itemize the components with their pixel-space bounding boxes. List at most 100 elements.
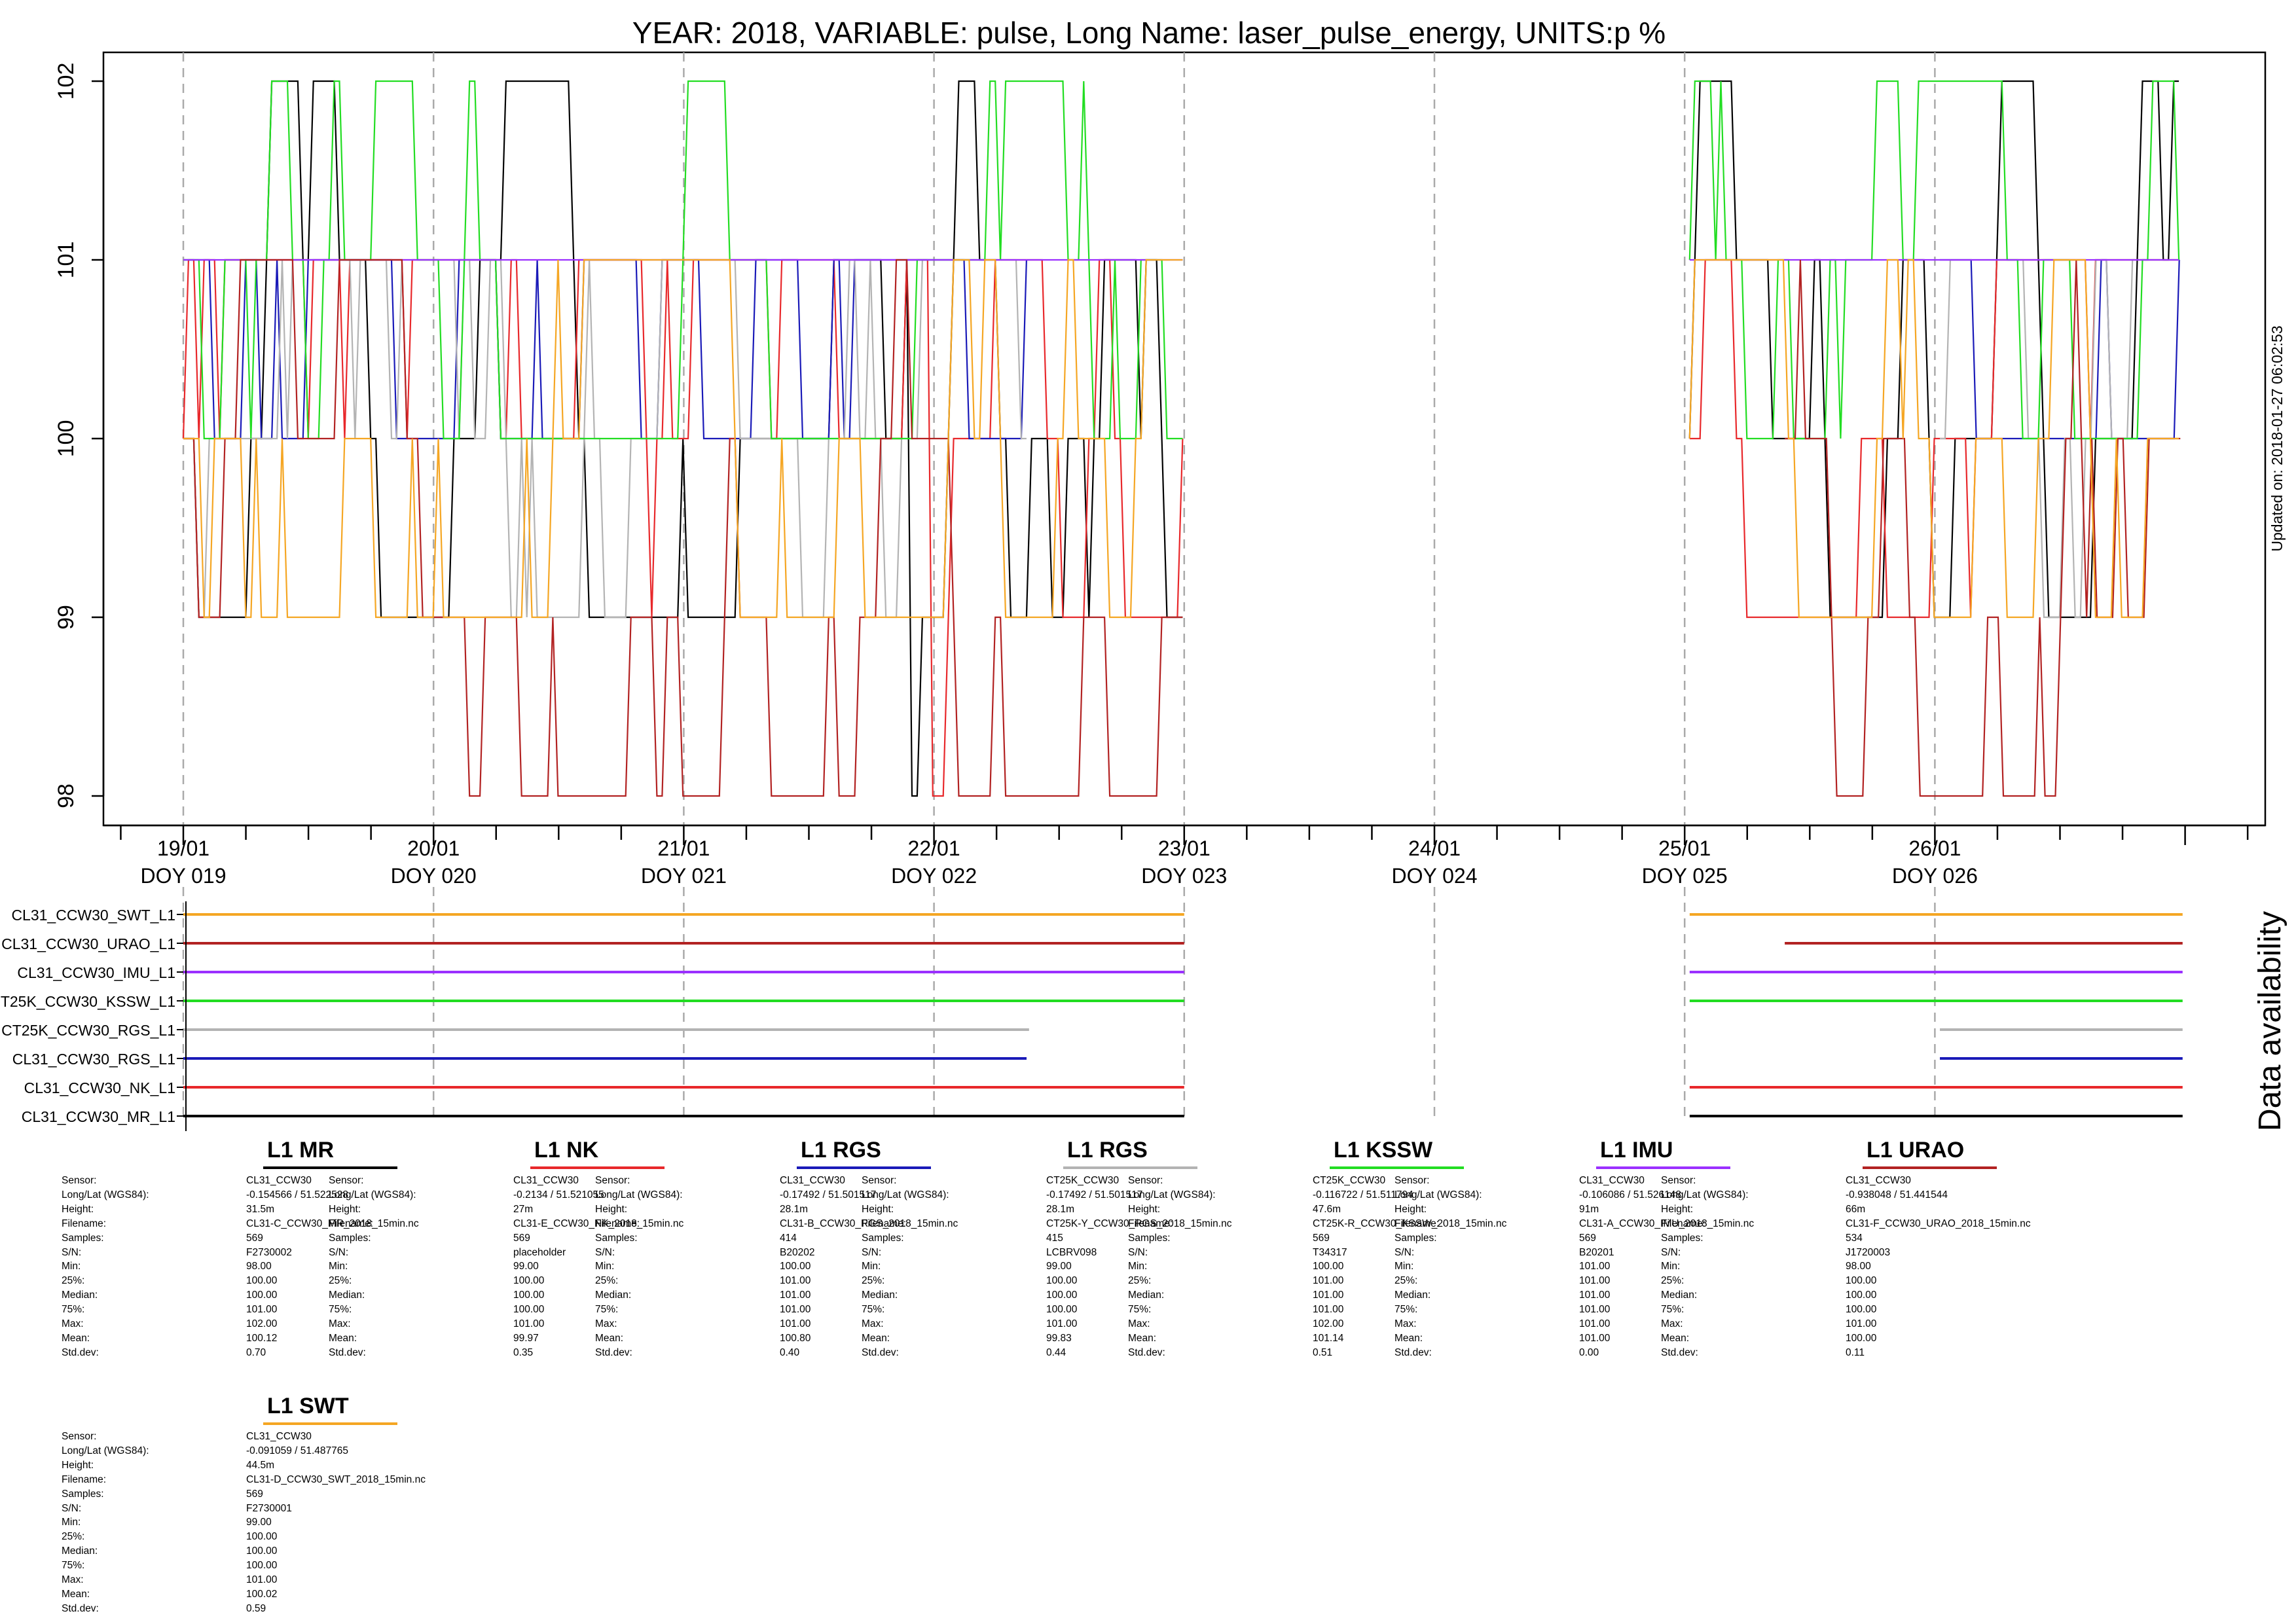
stats-block: L1 RGS Sensor: CT25K_CCW30 Long/Lat (WGS84)…: [862, 1138, 1231, 1358]
stats-value: CL31_CCW30: [1846, 1175, 1911, 1186]
stats-label: Mean:: [1394, 1332, 1423, 1344]
stats-label: Height:: [595, 1203, 628, 1215]
stats-color-bar: [797, 1166, 931, 1169]
stats-value: 101.00: [246, 1574, 278, 1585]
stats-label: Std.dev:: [862, 1346, 899, 1358]
stats-color-bar: [263, 1422, 397, 1425]
stats-value: -0.938048 / 51.441544: [1846, 1189, 1948, 1200]
stats-color-bar: [1863, 1166, 1997, 1169]
stats-value: CL31_CCW30: [246, 1431, 312, 1442]
stats-value: 0.44: [1046, 1346, 1066, 1358]
stats-label: S/N:: [595, 1246, 615, 1258]
stats-value: 100.00: [513, 1290, 545, 1301]
stats-label: Min:: [1661, 1261, 1681, 1272]
stats-label: Min:: [329, 1261, 348, 1272]
stats-label: Std.dev:: [1661, 1346, 1698, 1358]
stats-value: CL31_CCW30: [246, 1175, 312, 1186]
stats-value: 102.00: [246, 1318, 278, 1329]
stats-label: Sensor:: [1394, 1175, 1430, 1186]
stats-value: placeholder: [513, 1246, 566, 1258]
stats-label: Filename:: [1128, 1218, 1173, 1229]
stats-label: Mean:: [329, 1332, 357, 1344]
stats-value: 101.00: [1579, 1332, 1611, 1344]
stats-value: CL31-B_CCW30_RGS_2018_15min.nc: [780, 1218, 958, 1229]
stats-heading: L1 RGS: [595, 1138, 931, 1169]
x-doy-label: DOY 022: [891, 864, 977, 888]
stats-value: T34317: [1313, 1246, 1347, 1258]
stats-label: Max:: [329, 1318, 351, 1329]
stats-value: 0.70: [246, 1346, 266, 1358]
x-date-label: 26/01: [1908, 837, 1961, 860]
stats-label: Median:: [862, 1290, 898, 1301]
stats-title: L1 URAO: [1867, 1138, 1965, 1163]
stats-value: 101.00: [780, 1290, 811, 1301]
stats-heading: L1 SWT: [62, 1394, 397, 1425]
stats-value: B20201: [1579, 1246, 1614, 1258]
stats-label: 75%:: [62, 1560, 85, 1572]
availability-row-label: CL31_CCW30_IMU_L1: [17, 964, 175, 981]
updated-timestamp: Updated on: 2018-01-27 06:02:53: [2269, 325, 2286, 551]
x-date-label: 21/01: [657, 837, 710, 860]
stats-title: L1 IMU: [1600, 1138, 1673, 1163]
stats-value: 100.00: [246, 1560, 278, 1572]
stats-label: 25%:: [62, 1275, 85, 1287]
stats-block: L1 IMU Sensor: CL31_CCW30 Long/Lat (WGS84):…: [1394, 1138, 1754, 1358]
stats-value: 99.00: [513, 1261, 539, 1272]
stats-label: Max:: [62, 1318, 84, 1329]
stats-value: 569: [246, 1488, 263, 1500]
y-tick-label: 101: [54, 242, 79, 279]
stats-color-bar: [530, 1166, 665, 1169]
stats-value: -0.2134 / 51.521055: [513, 1189, 604, 1200]
stats-value: -0.091059 / 51.487765: [246, 1445, 348, 1456]
stats-label: Sensor:: [62, 1431, 97, 1442]
stats-value: CT25K-Y_CCW30_RGS_2018_15min.nc: [1046, 1218, 1232, 1229]
stats-value: 47.6m: [1313, 1203, 1341, 1215]
stats-value: 100.80: [780, 1332, 811, 1344]
stats-label: 75%:: [1394, 1304, 1418, 1316]
stats-label: 25%:: [1661, 1275, 1685, 1287]
series-line-swt: [1688, 259, 2179, 619]
day-gridlines: [182, 52, 1936, 1121]
x-date-label: 19/01: [157, 837, 210, 860]
chart-title: YEAR: 2018, VARIABLE: pulse, Long Name: …: [632, 16, 1666, 50]
stats-value: CT25K-R_CCW30_KSSW_2018_15min.nc: [1313, 1218, 1507, 1229]
stats-value: 569: [513, 1232, 530, 1244]
stats-heading: L1 RGS: [862, 1138, 1197, 1169]
stats-label: Sensor:: [1128, 1175, 1163, 1186]
stats-label: Filename:: [62, 1473, 107, 1485]
stats-label: Samples:: [595, 1232, 638, 1244]
stats-label: Min:: [1394, 1261, 1414, 1272]
series-line-rgsb: [183, 259, 1027, 440]
stats-value: CL31-C_CCW30_MR_2018_15min.nc: [246, 1218, 419, 1229]
stats-label: Long/Lat (WGS84):: [62, 1189, 149, 1200]
stats-label: Median:: [62, 1290, 98, 1301]
stats-value: 0.35: [513, 1346, 534, 1358]
stats-value: 44.5m: [246, 1459, 275, 1471]
stats-value: 102.00: [1313, 1318, 1344, 1329]
stats-label: Max:: [1394, 1318, 1417, 1329]
stats-heading: L1 URAO: [1661, 1138, 1997, 1169]
stats-label: Mean:: [62, 1332, 90, 1344]
x-doy-label: DOY 026: [1892, 864, 1978, 888]
stats-label: Std.dev:: [1128, 1346, 1165, 1358]
stats-label: Height:: [329, 1203, 361, 1215]
stats-block: L1 MR Sensor: CL31_CCW30 Long/Lat (WGS84): -…: [62, 1138, 419, 1358]
stats-block: L1 NK Sensor: CL31_CCW30 Long/Lat (WGS84): -…: [329, 1138, 683, 1358]
stats-value: 100.00: [780, 1261, 811, 1272]
stats-value: 0.40: [780, 1346, 800, 1358]
stats-label: Samples:: [62, 1232, 104, 1244]
stats-label: Samples:: [329, 1232, 371, 1244]
stats-label: Max:: [1661, 1318, 1683, 1329]
x-doy-label: DOY 020: [391, 864, 477, 888]
stats-value: 101.00: [1579, 1304, 1611, 1316]
stats-label: Min:: [862, 1261, 881, 1272]
y-tick-label: 99: [54, 605, 79, 630]
stats-title: L1 RGS: [1067, 1138, 1148, 1163]
stats-label: Std.dev:: [1394, 1346, 1432, 1358]
stats-label: S/N:: [862, 1246, 882, 1258]
stats-value: 101.00: [780, 1275, 811, 1287]
stats-value: 101.00: [780, 1304, 811, 1316]
stats-value: -0.154566 / 51.522528: [246, 1189, 348, 1200]
stats-label: Sensor:: [595, 1175, 630, 1186]
stats-label: Samples:: [1661, 1232, 1704, 1244]
